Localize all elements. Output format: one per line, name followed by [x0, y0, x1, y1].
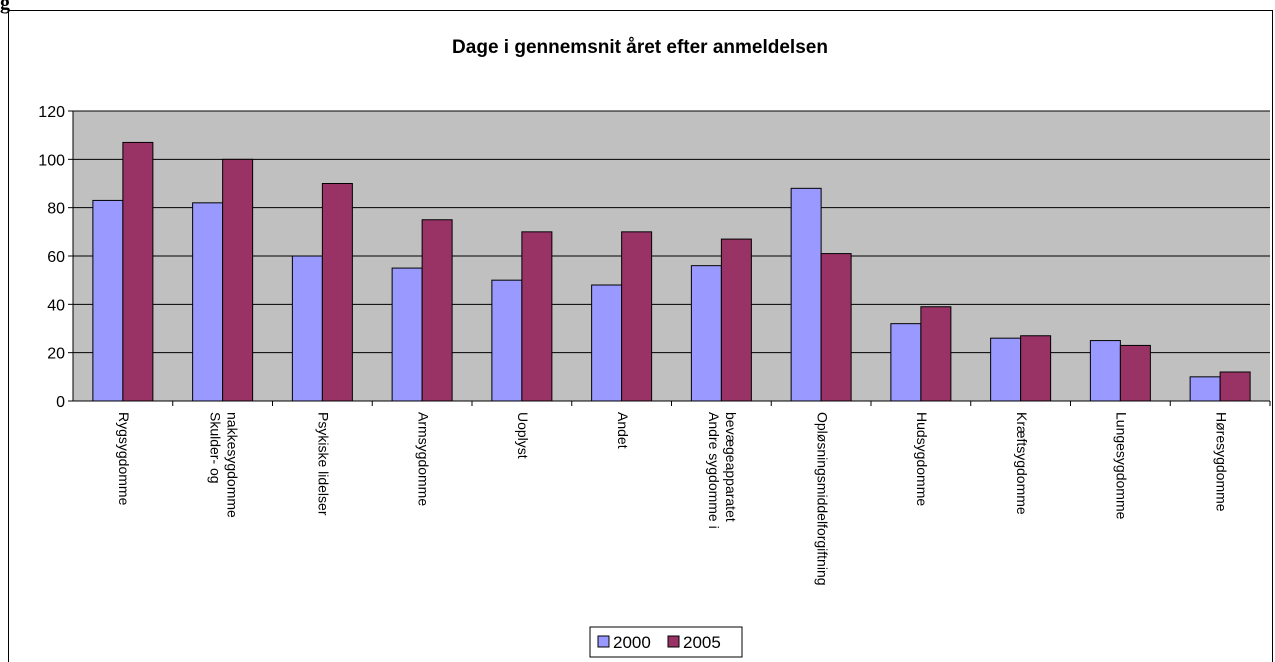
y-tick-label: 20: [47, 346, 65, 363]
y-tick-label: 0: [56, 394, 65, 411]
x-tick-label: Høresygdomme: [1213, 412, 1229, 512]
bar-2005: [720, 238, 752, 402]
bar-2000: [890, 323, 922, 402]
bar-2000: [1189, 376, 1221, 402]
bar-2000: [192, 202, 224, 402]
bar-2000: [391, 267, 423, 402]
x-tick-label: Rygsygdomme: [116, 412, 132, 506]
y-tick-label: 60: [47, 249, 65, 266]
bar-2005: [222, 158, 254, 402]
legend-label-2005: 2005: [683, 633, 721, 652]
plot-area: 0 20 40 60 80 100 120 Rygsygdomme Skulder- og nak…: [38, 104, 1271, 586]
x-tick-label: Psykiske lidelser: [316, 412, 332, 516]
legend-label-2000: 2000: [613, 633, 651, 652]
x-tick-label: Lungesygdomme: [1114, 412, 1130, 520]
x-tick-label: nakkesygdomme: [224, 412, 240, 518]
bar-2005: [1020, 335, 1052, 402]
y-tick-label: 40: [47, 297, 65, 314]
x-tick-label: bevægeapparatet: [723, 412, 739, 522]
bar-2000: [92, 199, 124, 402]
y-tick-label: 100: [38, 152, 65, 169]
bar-2005: [621, 231, 653, 402]
legend-swatch-2005: [667, 635, 680, 648]
chart-title: Dage i gennemsnit året efter anmeldelsen: [452, 37, 828, 58]
bar-2005: [122, 141, 154, 402]
legend-swatch-2000: [597, 635, 610, 648]
y-tick-label: 80: [47, 201, 65, 218]
bar-2000: [790, 187, 822, 402]
bar-2000: [291, 255, 323, 402]
x-tick-label: Andet: [615, 412, 631, 449]
x-tick-label: Hudsygdomme: [914, 412, 930, 506]
bar-2000: [990, 337, 1022, 402]
bar-2005: [820, 253, 852, 402]
x-tick-label: Kræftsygdomme: [1014, 412, 1030, 515]
x-tick-label: Armsygdomme: [415, 412, 431, 506]
bar-2005: [521, 231, 553, 402]
bar-2000: [591, 284, 623, 402]
bar-2005: [920, 306, 952, 402]
bar-2005: [321, 183, 353, 402]
bar-2000: [1089, 340, 1121, 402]
bar-2000: [690, 265, 722, 402]
x-tick-label: Skulder- og: [207, 412, 223, 484]
bar-2005: [1219, 371, 1251, 402]
legend-box: [589, 626, 743, 658]
bar-2005: [1119, 344, 1151, 402]
x-tick-label: Andre sygdomme i: [706, 412, 722, 529]
bar-2005: [421, 219, 453, 402]
x-tick-label: Opløsningsmiddelforgiftning: [814, 412, 830, 586]
y-tick-label: 120: [38, 104, 65, 121]
bar-2000: [491, 279, 523, 402]
figure-label: g: [0, 0, 10, 14]
legend: 2000 2005: [589, 626, 743, 658]
x-tick-label: Uoplyst: [515, 412, 531, 459]
